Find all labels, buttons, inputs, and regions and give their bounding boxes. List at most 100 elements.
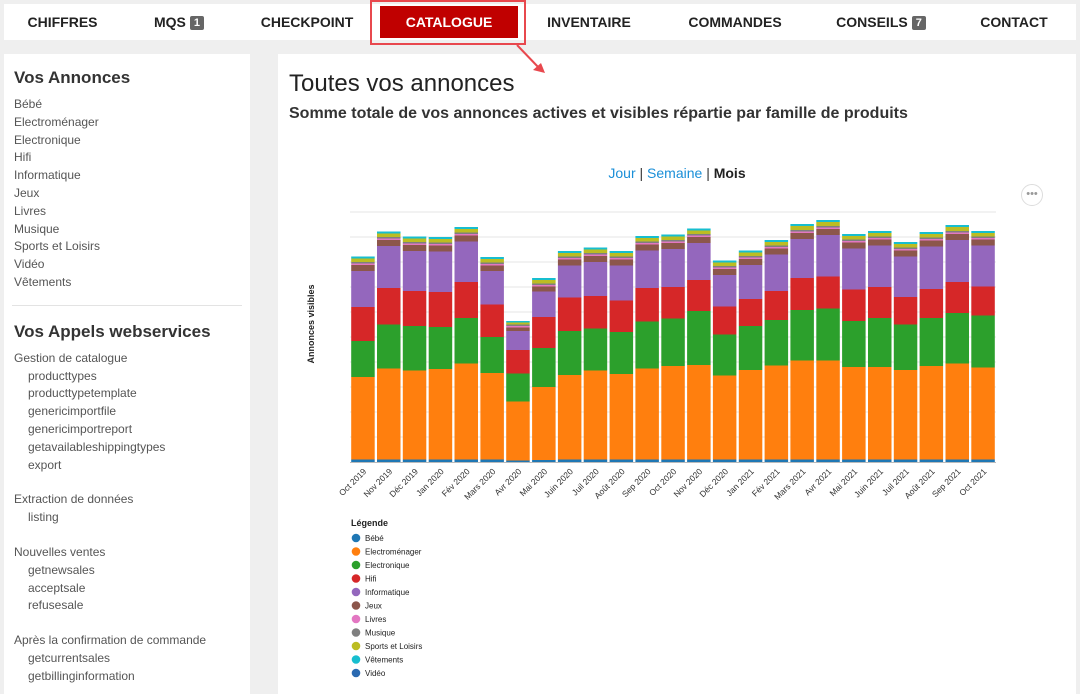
bar-segment: [402, 459, 427, 462]
page-title: Toutes vos annonces: [289, 70, 515, 97]
bar-segment: [971, 315, 995, 368]
bar-segment: [764, 245, 789, 247]
bar-segment: [919, 289, 944, 318]
sidebar-annonce-link[interactable]: Vêtements: [14, 274, 72, 289]
nav-tab-contact[interactable]: CONTACT: [958, 4, 1070, 40]
bar-segment: [351, 262, 375, 264]
bar-segment: [764, 254, 789, 291]
bar-segment: [868, 318, 892, 367]
bar-segment: [402, 236, 427, 239]
legend-swatch: [351, 628, 361, 637]
ws-endpoint-link[interactable]: genericimportfile: [28, 404, 117, 419]
bar-segment: [609, 374, 634, 460]
legend-item-label: Jeux: [365, 602, 382, 611]
period-day-link[interactable]: Jour: [608, 165, 636, 181]
bar-segment: [351, 256, 375, 259]
ws-endpoint-link[interactable]: getavailableshippingtypes: [28, 439, 166, 454]
bar-segment: [454, 459, 478, 462]
bar-segment: [868, 245, 892, 287]
chart-more-options-button[interactable]: •••: [1021, 184, 1043, 206]
nav-tab-label: CATALOGUE: [405, 14, 493, 30]
bar-segment: [842, 367, 866, 460]
bar-segment: [738, 299, 763, 326]
bar-segment: [377, 459, 401, 462]
ws-endpoint-link[interactable]: producttypes: [28, 368, 97, 383]
bar-segment: [480, 259, 504, 263]
page-subtitle: Somme totale de vos annonces actives et …: [289, 105, 908, 122]
ws-endpoint-link[interactable]: acceptsale: [28, 580, 86, 595]
ws-endpoint-link[interactable]: genericimportreport: [28, 421, 133, 436]
bar-segment: [919, 234, 944, 238]
nav-tab-inventaire[interactable]: INVENTAIRE: [525, 4, 653, 40]
ws-endpoint-link[interactable]: getbillinginformation: [28, 668, 135, 683]
bar-segment: [661, 318, 685, 366]
bar-segment: [842, 248, 866, 290]
ws-endpoint-link[interactable]: export: [28, 457, 62, 472]
nav-tab-label: MQS: [153, 14, 186, 30]
nav-tab-chiffres[interactable]: CHIFFRES: [6, 4, 119, 40]
ws-endpoint-link[interactable]: getcurrentsales: [28, 650, 111, 665]
bar-segment: [506, 460, 530, 462]
ws-endpoint-link[interactable]: getnewsales: [28, 562, 95, 577]
nav-tab-commandes[interactable]: COMMANDES: [676, 4, 794, 40]
bar-segment: [583, 253, 608, 255]
bar-segment: [712, 269, 737, 275]
sidebar-annonce-link[interactable]: Vidéo: [14, 257, 45, 272]
sidebar-annonce-link[interactable]: Musique: [14, 221, 60, 236]
annonces-section-title: Vos Annonces: [14, 68, 131, 87]
sidebar-annonce-link[interactable]: Electronique: [14, 132, 81, 147]
nav-tab-conseils[interactable]: CONSEILS 7: [822, 4, 940, 40]
nav-tab-catalogue[interactable]: CATALOGUE: [380, 6, 518, 38]
nav-tab-mqs[interactable]: MQS 1: [120, 4, 238, 40]
bar-segment: [506, 326, 530, 328]
bar-segment: [842, 321, 866, 367]
sidebar-annonce-link[interactable]: Jeux: [14, 185, 40, 200]
bar-segment: [790, 459, 814, 462]
legend-item-label: Informatique: [365, 588, 410, 597]
bar-segment: [635, 459, 659, 462]
ws-endpoint-link[interactable]: producttypetemplate: [28, 386, 137, 401]
legend-swatch: [351, 547, 361, 556]
bar-segment: [532, 280, 556, 284]
bar-segment: [842, 242, 866, 249]
sidebar-annonce-link[interactable]: Sports et Loisirs: [14, 239, 101, 254]
bar-segment: [868, 239, 892, 246]
ws-endpoint-link[interactable]: refusesale: [28, 598, 84, 613]
bar-segment: [532, 460, 556, 462]
sidebar-annonce-link[interactable]: Livres: [14, 203, 47, 218]
bar-segment: [919, 237, 944, 239]
ws-group-title: Gestion de catalogue: [14, 350, 128, 365]
bar-segment: [402, 245, 427, 251]
bar-segment: [609, 332, 634, 374]
sidebar-annonce-link[interactable]: Informatique: [14, 168, 81, 183]
ws-endpoint-link[interactable]: listing: [28, 510, 59, 525]
bar-segment: [945, 227, 969, 231]
bar-segment: [557, 256, 582, 258]
bar-segment: [816, 220, 840, 222]
bar-segment: [428, 244, 453, 246]
nav-tab-checkpoint[interactable]: CHECKPOINT: [238, 4, 376, 40]
bar-segment: [402, 251, 427, 291]
legend-swatch: [351, 655, 361, 664]
bar-segment: [945, 459, 969, 462]
sidebar-annonce-link[interactable]: Hifi: [14, 150, 32, 165]
bar-segment: [506, 350, 530, 374]
sidebar-annonce-link[interactable]: Electroménager: [14, 114, 99, 129]
legend-swatch: [351, 601, 361, 610]
period-month-current: Mois: [713, 165, 746, 181]
bar-segment: [971, 459, 995, 462]
bar-segment: [583, 249, 608, 253]
bar-segment: [532, 286, 556, 292]
bar-segment: [583, 370, 608, 460]
bar-segment: [454, 232, 478, 234]
bar-segment: [428, 245, 453, 252]
bar-segment: [945, 225, 969, 227]
bar-segment: [428, 327, 453, 369]
sidebar-annonce-link[interactable]: Bébé: [14, 97, 43, 111]
bar-segment: [480, 257, 504, 259]
bar-segment: [816, 222, 840, 226]
legend-item-label: Musique: [365, 629, 396, 638]
period-week-link[interactable]: Semaine: [647, 165, 703, 181]
bar-segment: [971, 239, 995, 246]
